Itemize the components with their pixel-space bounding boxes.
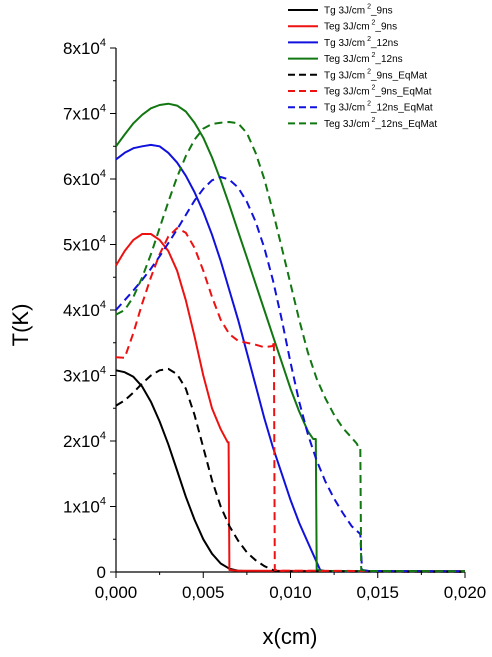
legend-label-2: Tg 3J/cm 2_12ns bbox=[324, 36, 398, 49]
x-tick-label: 0,005 bbox=[182, 583, 225, 602]
legend-label-superscript: 2 bbox=[370, 52, 376, 59]
y-tick-exponent: 4 bbox=[100, 168, 106, 180]
legend-label-suffix: _9ns_EqMat bbox=[374, 87, 431, 98]
y-tick-mantissa: 3x10 bbox=[63, 367, 100, 386]
legend-label-text: Teg 3J/cm bbox=[324, 54, 370, 65]
legend-label-superscript: 2 bbox=[365, 68, 371, 75]
y-tick-mantissa: 2x10 bbox=[63, 432, 100, 451]
legend-label-superscript: 2 bbox=[365, 36, 371, 43]
y-tick-exponent: 4 bbox=[100, 234, 106, 246]
legend-label-suffix: _9ns bbox=[370, 6, 393, 17]
series-line-7 bbox=[115, 121, 466, 573]
y-tick-label: 6x104 bbox=[63, 168, 106, 189]
y-tick-label: 4x104 bbox=[63, 299, 106, 320]
x-tick-label: 0,000 bbox=[95, 583, 138, 602]
y-tick-label: 3x104 bbox=[63, 365, 106, 386]
legend-label-suffix: _12ns bbox=[370, 38, 398, 49]
axes: 0,000 0,005 0,010 0,015 0,02001x1042x1043x10… bbox=[63, 37, 486, 602]
y-tick-exponent: 4 bbox=[100, 103, 106, 115]
legend-label-text: Teg 3J/cm bbox=[324, 119, 370, 130]
series-line-2 bbox=[115, 143, 465, 573]
legend-label-0: Tg 3J/cm 2_9ns bbox=[324, 4, 393, 17]
series-line-6 bbox=[115, 176, 466, 573]
x-tick-label: 0,010 bbox=[269, 583, 312, 602]
legend-label-1: Teg 3J/cm 2_9ns bbox=[324, 20, 397, 33]
x-axis-title: x(cm) bbox=[263, 624, 318, 649]
legend-label-superscript: 2 bbox=[370, 117, 376, 124]
legend-label-superscript: 2 bbox=[370, 20, 376, 27]
legend-label-superscript: 2 bbox=[365, 4, 371, 11]
y-tick-exponent: 4 bbox=[100, 299, 106, 311]
legend-label-suffix: _9ns bbox=[374, 22, 397, 33]
legend-label-superscript: 2 bbox=[370, 85, 376, 92]
legend-label-text: Tg 3J/cm bbox=[324, 6, 365, 17]
legend-label-suffix: _9ns_EqMat bbox=[370, 70, 427, 81]
legend-label-suffix: _12ns_EqMat bbox=[370, 103, 433, 114]
y-tick-exponent: 4 bbox=[100, 365, 106, 377]
y-tick-mantissa: 7x10 bbox=[63, 105, 100, 124]
y-tick-exponent: 4 bbox=[100, 37, 106, 49]
legend-label-text: Tg 3J/cm bbox=[324, 103, 365, 114]
y-tick-label: 1x104 bbox=[63, 496, 106, 517]
y-tick-label: 8x104 bbox=[63, 37, 106, 58]
y-tick-exponent: 4 bbox=[100, 430, 106, 442]
y-tick-exponent: 4 bbox=[100, 496, 106, 508]
series-line-3 bbox=[115, 102, 466, 573]
series-line-0 bbox=[115, 369, 466, 573]
legend-label-text: Tg 3J/cm bbox=[324, 38, 365, 49]
y-tick-mantissa: 5x10 bbox=[63, 236, 100, 255]
y-tick-label: 0 bbox=[97, 563, 106, 582]
y-tick-label: 2x104 bbox=[63, 430, 106, 451]
y-tick-mantissa: 1x10 bbox=[63, 498, 100, 517]
series-layer bbox=[115, 102, 466, 573]
y-tick-label: 7x104 bbox=[63, 103, 106, 124]
legend-label-3: Teg 3J/cm 2_12ns bbox=[324, 52, 403, 65]
legend-label-5: Teg 3J/cm 2_9ns_EqMat bbox=[324, 85, 432, 98]
y-tick-mantissa: 6x10 bbox=[63, 170, 100, 189]
x-tick-label: 0,015 bbox=[356, 583, 399, 602]
legend-label-text: Teg 3J/cm bbox=[324, 22, 370, 33]
series-line-5 bbox=[115, 227, 466, 573]
y-tick-mantissa: 8x10 bbox=[63, 39, 100, 58]
legend-label-superscript: 2 bbox=[365, 101, 371, 108]
legend-label-text: Teg 3J/cm bbox=[324, 87, 370, 98]
legend-label-suffix: _12ns bbox=[374, 54, 402, 65]
series-line-4 bbox=[115, 367, 466, 573]
x-tick-label: 0,020 bbox=[444, 583, 487, 602]
legend-label-6: Tg 3J/cm 2_12ns_EqMat bbox=[324, 101, 433, 114]
legend-label-suffix: _12ns_EqMat bbox=[374, 119, 437, 130]
legend-label-4: Tg 3J/cm 2_9ns_EqMat bbox=[324, 68, 427, 81]
series-line-1 bbox=[115, 233, 466, 573]
y-axis-title: T(K) bbox=[8, 304, 33, 347]
legend-label-text: Tg 3J/cm bbox=[324, 70, 365, 81]
legend-label-7: Teg 3J/cm 2_12ns_EqMat bbox=[324, 117, 437, 130]
y-tick-label: 5x104 bbox=[63, 234, 106, 255]
y-tick-mantissa: 4x10 bbox=[63, 301, 100, 320]
